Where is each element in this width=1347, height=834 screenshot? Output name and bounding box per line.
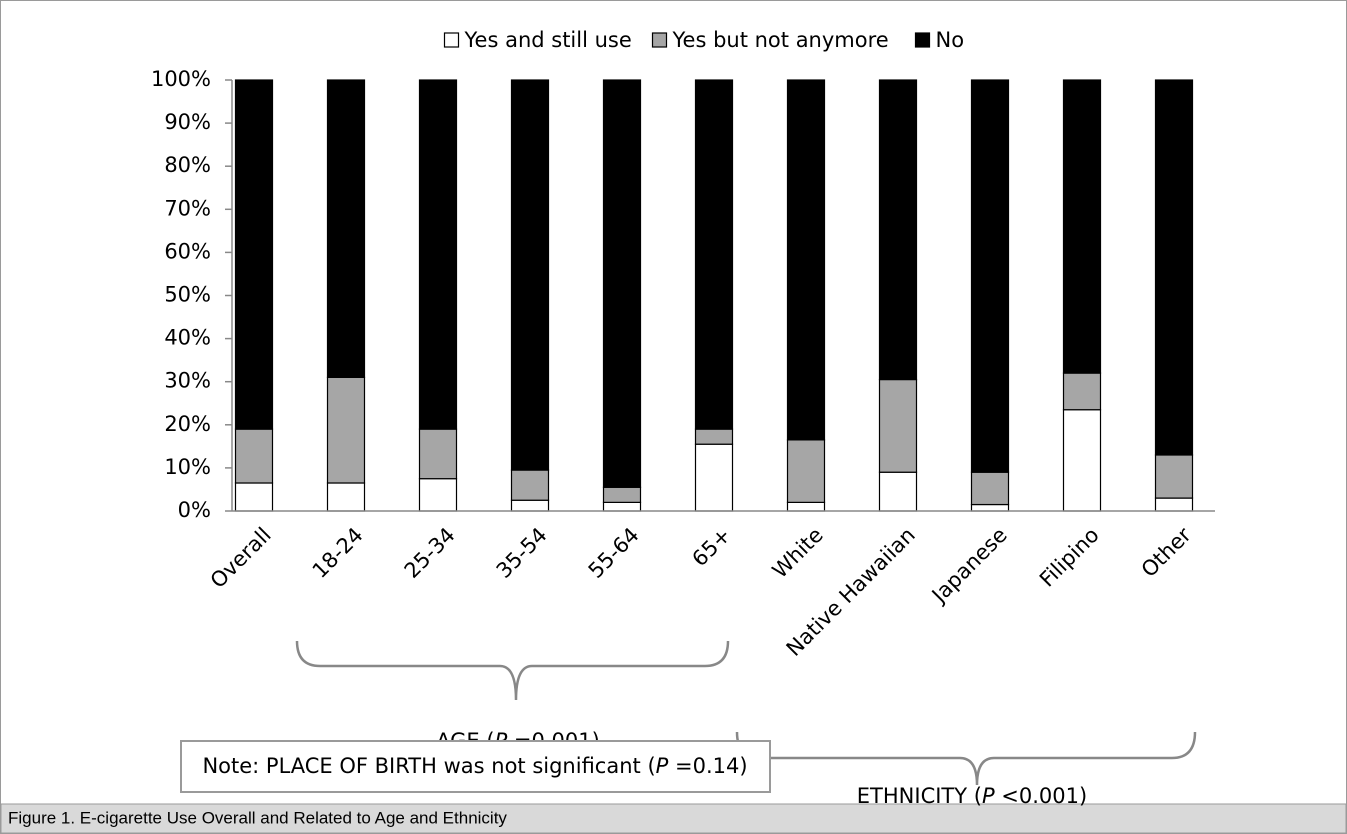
bar-segment bbox=[786, 501, 826, 512]
legend-swatch bbox=[914, 32, 931, 48]
bar-segment bbox=[694, 79, 734, 430]
bar-segment bbox=[1154, 497, 1194, 512]
bar-segment bbox=[694, 443, 734, 512]
bar-segment bbox=[878, 378, 918, 473]
bar-segment bbox=[602, 501, 642, 512]
bar-segment bbox=[418, 79, 458, 430]
bar-segment bbox=[510, 79, 550, 471]
legend-label: Yes but not anymore bbox=[672, 28, 889, 52]
bar-segment bbox=[234, 79, 274, 430]
bar-segment bbox=[1154, 79, 1194, 456]
bar-segment bbox=[510, 469, 550, 501]
legend-label: No bbox=[936, 28, 965, 52]
y-tick-label: 30% bbox=[164, 369, 211, 393]
y-tick-label: 20% bbox=[164, 412, 211, 436]
bar-segment bbox=[878, 79, 918, 381]
bar-segment bbox=[418, 478, 458, 512]
note-p: P bbox=[656, 754, 669, 778]
caption-bar bbox=[0, 803, 1347, 834]
bar-segment bbox=[234, 428, 274, 484]
ethnicity-value: <0.001) bbox=[995, 784, 1088, 808]
y-tick-label: 60% bbox=[164, 239, 211, 263]
y-tick-label: 90% bbox=[164, 110, 211, 134]
bar-segment bbox=[602, 486, 642, 503]
bar-segment bbox=[786, 439, 826, 503]
bar-segment bbox=[786, 79, 826, 441]
bar-segment bbox=[694, 428, 734, 445]
legend-label: Yes and still use bbox=[464, 28, 632, 52]
bar-segment bbox=[602, 79, 642, 488]
bar-segment bbox=[970, 503, 1010, 512]
bar-segment bbox=[326, 376, 366, 484]
bar-segment bbox=[234, 482, 274, 512]
note-text: Note: PLACE OF BIRTH was not significant… bbox=[202, 754, 655, 778]
ethnicity-annotation: ETHNICITY (P <0.001) bbox=[857, 784, 1087, 808]
bar-segment bbox=[326, 482, 366, 512]
age-bracket bbox=[295, 640, 730, 701]
legend-swatch bbox=[651, 32, 668, 48]
y-tick-label: 80% bbox=[164, 153, 211, 177]
y-tick-label: 40% bbox=[164, 326, 211, 350]
ethnicity-p: P bbox=[982, 784, 995, 808]
y-tick-label: 100% bbox=[151, 67, 211, 91]
bar-segment bbox=[1062, 409, 1102, 512]
y-tick-label: 0% bbox=[178, 498, 211, 522]
bar-segment bbox=[970, 79, 1010, 473]
legend-swatch bbox=[443, 32, 460, 48]
bar-segment bbox=[878, 471, 918, 512]
y-tick-label: 70% bbox=[164, 196, 211, 220]
bar-segment bbox=[418, 428, 458, 480]
note-annotation: Note: PLACE OF BIRTH was not significant… bbox=[202, 754, 747, 778]
note-box bbox=[180, 740, 771, 793]
bar-segment bbox=[1154, 454, 1194, 499]
caption: Figure 1. E-cigarette Use Overall and Re… bbox=[8, 808, 507, 827]
ethnicity-text: ETHNICITY ( bbox=[857, 784, 982, 808]
bar-segment bbox=[1062, 79, 1102, 374]
bar-segment bbox=[970, 471, 1010, 506]
note-value: =0.14) bbox=[668, 754, 747, 778]
bar-segment bbox=[326, 79, 366, 378]
bar-segment bbox=[510, 499, 550, 512]
y-tick-label: 50% bbox=[164, 283, 211, 307]
y-tick-label: 10% bbox=[164, 455, 211, 479]
bar-segment bbox=[1062, 372, 1102, 411]
